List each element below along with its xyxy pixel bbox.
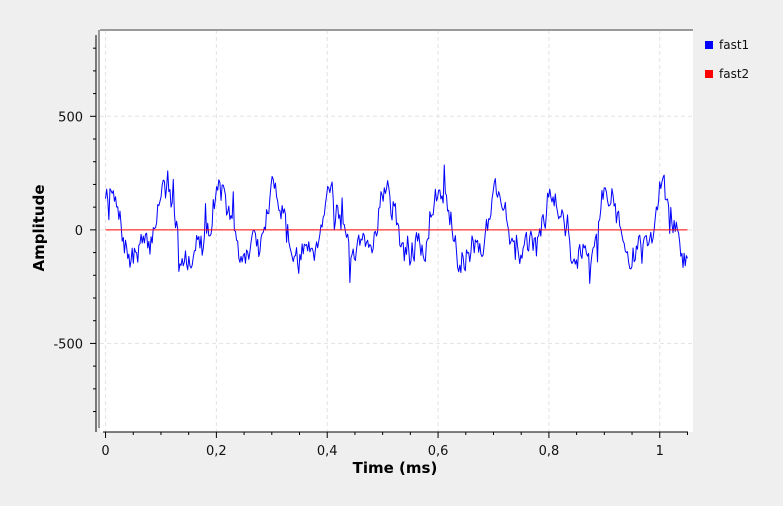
x-axis-title: Time (ms) — [353, 459, 438, 477]
legend: fast1 fast2 — [700, 30, 780, 88]
series-line-fast1 — [105, 164, 688, 284]
legend-item-fast2[interactable]: fast2 — [700, 59, 780, 88]
x-tick-label: 1 — [656, 444, 664, 459]
legend-label-fast1: fast1 — [719, 37, 750, 52]
x-tick-label: 0,2 — [206, 444, 227, 459]
series-layer — [105, 164, 688, 284]
legend-swatch-fast1 — [705, 40, 713, 49]
x-tick-label: 0,8 — [539, 444, 560, 459]
x-tick-label: 0,6 — [428, 444, 449, 459]
tick-labels: 0 0,2 0,4 0,6 0,8 1 -500 0 500 — [53, 110, 663, 459]
x-tick-label: 0 — [101, 444, 109, 459]
legend-label-fast2: fast2 — [719, 66, 750, 81]
y-tick-label: -500 — [53, 337, 83, 352]
legend-swatch-fast2 — [705, 69, 713, 78]
y-axis-title: Amplitude — [30, 184, 48, 271]
plot-area — [100, 30, 693, 432]
y-tick-label: 0 — [75, 224, 83, 239]
axes — [90, 29, 693, 438]
y-tick-label: 500 — [58, 110, 83, 125]
legend-item-fast1[interactable]: fast1 — [700, 30, 780, 59]
x-tick-label: 0,4 — [317, 444, 338, 459]
